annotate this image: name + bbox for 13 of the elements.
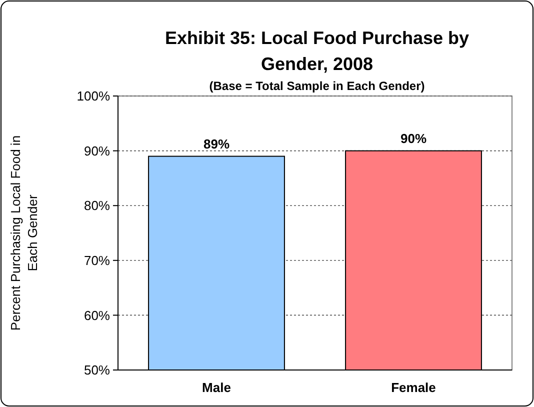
chart-subtitle: (Base = Total Sample in Each Gender) bbox=[209, 79, 425, 93]
chart-title: Exhibit 35: Local Food Purchase by Gender, 2008 bbox=[164, 28, 470, 74]
data-label: 89% bbox=[203, 136, 230, 152]
y-axis-title: Percent Purchasing Local Food in Each Gender bbox=[8, 135, 40, 331]
y-tick-label: 80% bbox=[84, 198, 110, 214]
data-label: 90% bbox=[400, 130, 427, 146]
x-tick-label: Female bbox=[391, 380, 436, 395]
y-tick-label: 70% bbox=[84, 252, 110, 268]
y-tick-label: 60% bbox=[84, 308, 110, 323]
x-tick-label: Male bbox=[202, 380, 231, 395]
y-tick-label: 90% bbox=[84, 143, 110, 158]
y-tick-label: 50% bbox=[84, 362, 110, 378]
y-tick-label: 100% bbox=[76, 88, 110, 104]
